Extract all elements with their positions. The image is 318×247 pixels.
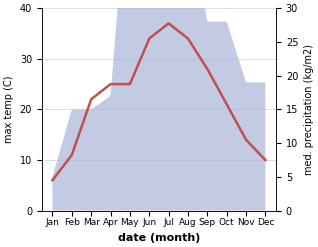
Y-axis label: med. precipitation (kg/m2): med. precipitation (kg/m2) (304, 44, 314, 175)
X-axis label: date (month): date (month) (118, 233, 200, 243)
Y-axis label: max temp (C): max temp (C) (4, 76, 14, 143)
